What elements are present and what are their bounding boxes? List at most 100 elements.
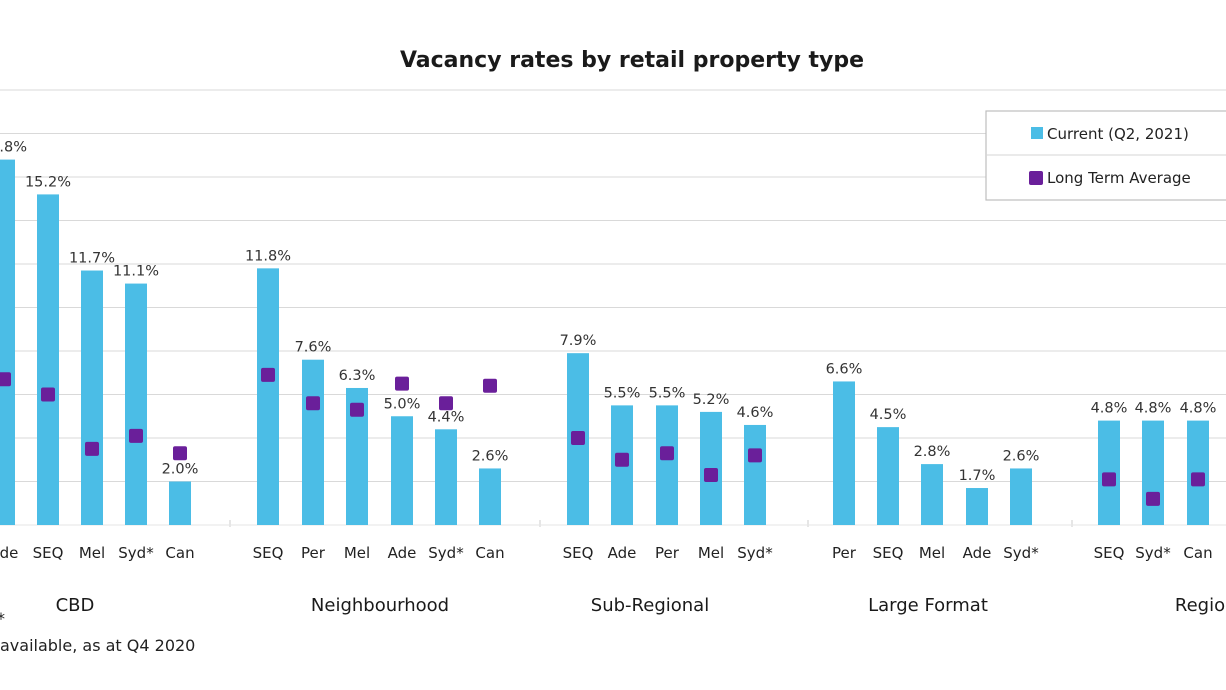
category-label: Per: [655, 544, 680, 562]
marker-lta: [350, 402, 364, 417]
category-label: Syd*: [737, 544, 773, 562]
value-labels-layer: 16.8% 15.2% 11.7%11.1% 2.0% 11.8% 7.6% 6.3% 5.0…: [0, 140, 1217, 484]
value-label: 7.6%: [295, 340, 332, 356]
group-label: Regio: [1175, 595, 1225, 616]
marker-lta: [1146, 491, 1160, 506]
marker-lta: [704, 467, 718, 482]
category-label: Can: [1183, 544, 1212, 562]
bar-current: [966, 488, 988, 525]
bar-current: [877, 427, 899, 525]
group-label: Neighbourhood: [311, 595, 449, 616]
value-label: 4.6%: [737, 405, 774, 421]
value-label: 11.1%: [113, 264, 159, 280]
marker-lta: [1102, 472, 1116, 487]
value-label: 4.5%: [870, 407, 907, 423]
marker-lta: [129, 428, 143, 443]
bar-current: [302, 359, 324, 525]
bar-current: [656, 405, 678, 525]
legend-label-current: Current (Q2, 2021): [1047, 125, 1189, 143]
bar-current: [921, 464, 943, 525]
category-label: Ade: [388, 544, 417, 562]
bar-current: [435, 429, 457, 525]
value-label: 5.5%: [604, 385, 641, 401]
marker-lta: [439, 396, 453, 411]
bar-current: [169, 481, 191, 525]
category-label: SEQ: [873, 544, 904, 562]
category-label: SEQ: [253, 544, 284, 562]
marker-lta: [483, 378, 497, 393]
value-label: 5.5%: [649, 385, 686, 401]
bar-current: [1142, 420, 1164, 525]
marker-lta: [395, 376, 409, 391]
value-label: 4.4%: [428, 409, 465, 425]
category-label: Ade: [608, 544, 637, 562]
bar-current: [391, 416, 413, 525]
value-label: 1.7%: [959, 468, 996, 484]
category-label: Can: [165, 544, 194, 562]
value-label: 6.6%: [826, 361, 863, 377]
value-label: 7.9%: [560, 333, 597, 349]
value-label: 4.8%: [1091, 401, 1128, 417]
bar-current: [257, 268, 279, 525]
marker-lta: [306, 396, 320, 411]
bar-current: [833, 381, 855, 525]
bar-current: [1010, 468, 1032, 525]
marker-lta: [748, 448, 762, 463]
marker-lta: [173, 446, 187, 461]
category-label: Syd*: [1003, 544, 1039, 562]
value-label: 11.8%: [245, 248, 291, 264]
legend-label-lta: Long Term Average: [1047, 169, 1191, 187]
category-label: Syd*: [428, 544, 464, 562]
legend: Current (Q2, 2021) Long Term Average: [985, 110, 1226, 201]
marker-lta: [41, 387, 55, 402]
category-label: Per: [301, 544, 326, 562]
value-label: 4.8%: [1180, 401, 1217, 417]
value-label: 5.0%: [384, 396, 421, 412]
bar-current: [346, 387, 368, 525]
category-label: Per: [832, 544, 857, 562]
value-label: 2.6%: [1003, 448, 1040, 464]
bar-current: [0, 159, 15, 525]
bar-current: [479, 468, 501, 525]
category-label: Syd*: [1135, 544, 1171, 562]
value-label: 16.8%: [0, 140, 27, 156]
category-label: Can: [475, 544, 504, 562]
legend-swatch-lta: [1029, 171, 1043, 185]
category-label: Ade: [0, 544, 18, 562]
marker-lta: [85, 441, 99, 456]
category-label: Syd*: [118, 544, 154, 562]
category-label: Mel: [344, 544, 370, 562]
value-label: 2.6%: [472, 448, 509, 464]
bar-current: [125, 283, 147, 525]
footnote: available, as at Q4 2020: [0, 636, 195, 655]
category-label: Mel: [79, 544, 105, 562]
bar-current: [744, 424, 766, 525]
marker-lta: [1191, 472, 1205, 487]
chart-title: Vacancy rates by retail property type: [400, 48, 864, 73]
legend-swatch-current: [1031, 127, 1043, 139]
group-label: Sub-Regional: [591, 595, 709, 616]
marker-lta: [261, 367, 275, 382]
category-label: Ade: [963, 544, 992, 562]
group-labels-layer: CBD Neighbourhood Sub-Regional Large Format…: [56, 595, 1226, 616]
bars-layer: [0, 159, 1209, 525]
value-label: 6.3%: [339, 368, 376, 384]
bar-current: [37, 194, 59, 525]
marker-lta: [615, 452, 629, 467]
value-label: 2.8%: [914, 444, 951, 460]
value-label: 15.2%: [25, 174, 71, 190]
category-label: SEQ: [563, 544, 594, 562]
category-label: SEQ: [1094, 544, 1125, 562]
value-label: 4.8%: [1135, 401, 1172, 417]
value-label: 2.0%: [162, 462, 199, 478]
marker-lta: [0, 372, 11, 387]
group-label: CBD: [56, 595, 95, 616]
footnote-asterisk: *: [0, 609, 5, 628]
bar-current: [81, 270, 103, 525]
marker-lta: [571, 431, 585, 445]
category-label: Mel: [919, 544, 945, 562]
category-ticks-layer: Ade SEQ Mel Syd* Can SEQ Per Mel Ade Syd* Can SEQ Ad…: [0, 544, 1213, 562]
lta-markers-layer: [0, 367, 1205, 506]
group-label: Large Format: [868, 595, 988, 616]
